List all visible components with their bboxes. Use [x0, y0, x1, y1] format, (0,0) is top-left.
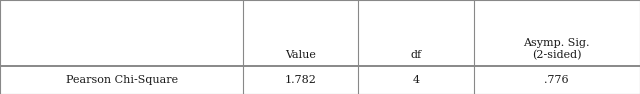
Text: Value: Value	[285, 50, 316, 60]
Text: df: df	[410, 50, 422, 60]
Text: .776: .776	[545, 75, 569, 85]
Text: 4: 4	[412, 75, 420, 85]
Text: 1.782: 1.782	[285, 75, 317, 85]
Text: Asymp. Sig.
(2-sided): Asymp. Sig. (2-sided)	[524, 38, 590, 60]
Text: Pearson Chi-Square: Pearson Chi-Square	[65, 75, 178, 85]
